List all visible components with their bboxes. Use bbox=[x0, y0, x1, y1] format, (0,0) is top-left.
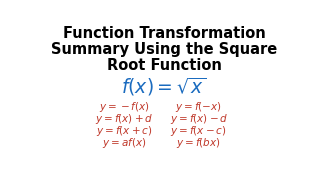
Text: $y = af(x)$: $y = af(x)$ bbox=[102, 136, 147, 150]
Text: Summary Using the Square: Summary Using the Square bbox=[51, 42, 277, 57]
Text: Function Transformation: Function Transformation bbox=[63, 26, 265, 41]
Text: $y = f(x + c)$: $y = f(x + c)$ bbox=[96, 124, 153, 138]
Text: $y = f(-x)$: $y = f(-x)$ bbox=[175, 100, 222, 114]
Text: $y = f(x) - d$: $y = f(x) - d$ bbox=[170, 112, 228, 126]
Text: $y = f(bx)$: $y = f(bx)$ bbox=[176, 136, 221, 150]
Text: $y = f(x) + d$: $y = f(x) + d$ bbox=[95, 112, 154, 126]
Text: $y = -f(x)$: $y = -f(x)$ bbox=[99, 100, 150, 114]
Text: $\mathit{f}(\mathit{x}) = \sqrt{\mathit{x}}$: $\mathit{f}(\mathit{x}) = \sqrt{\mathit{… bbox=[122, 76, 206, 98]
Text: Root Function: Root Function bbox=[107, 58, 221, 73]
Text: $y = f(x - c)$: $y = f(x - c)$ bbox=[171, 124, 227, 138]
